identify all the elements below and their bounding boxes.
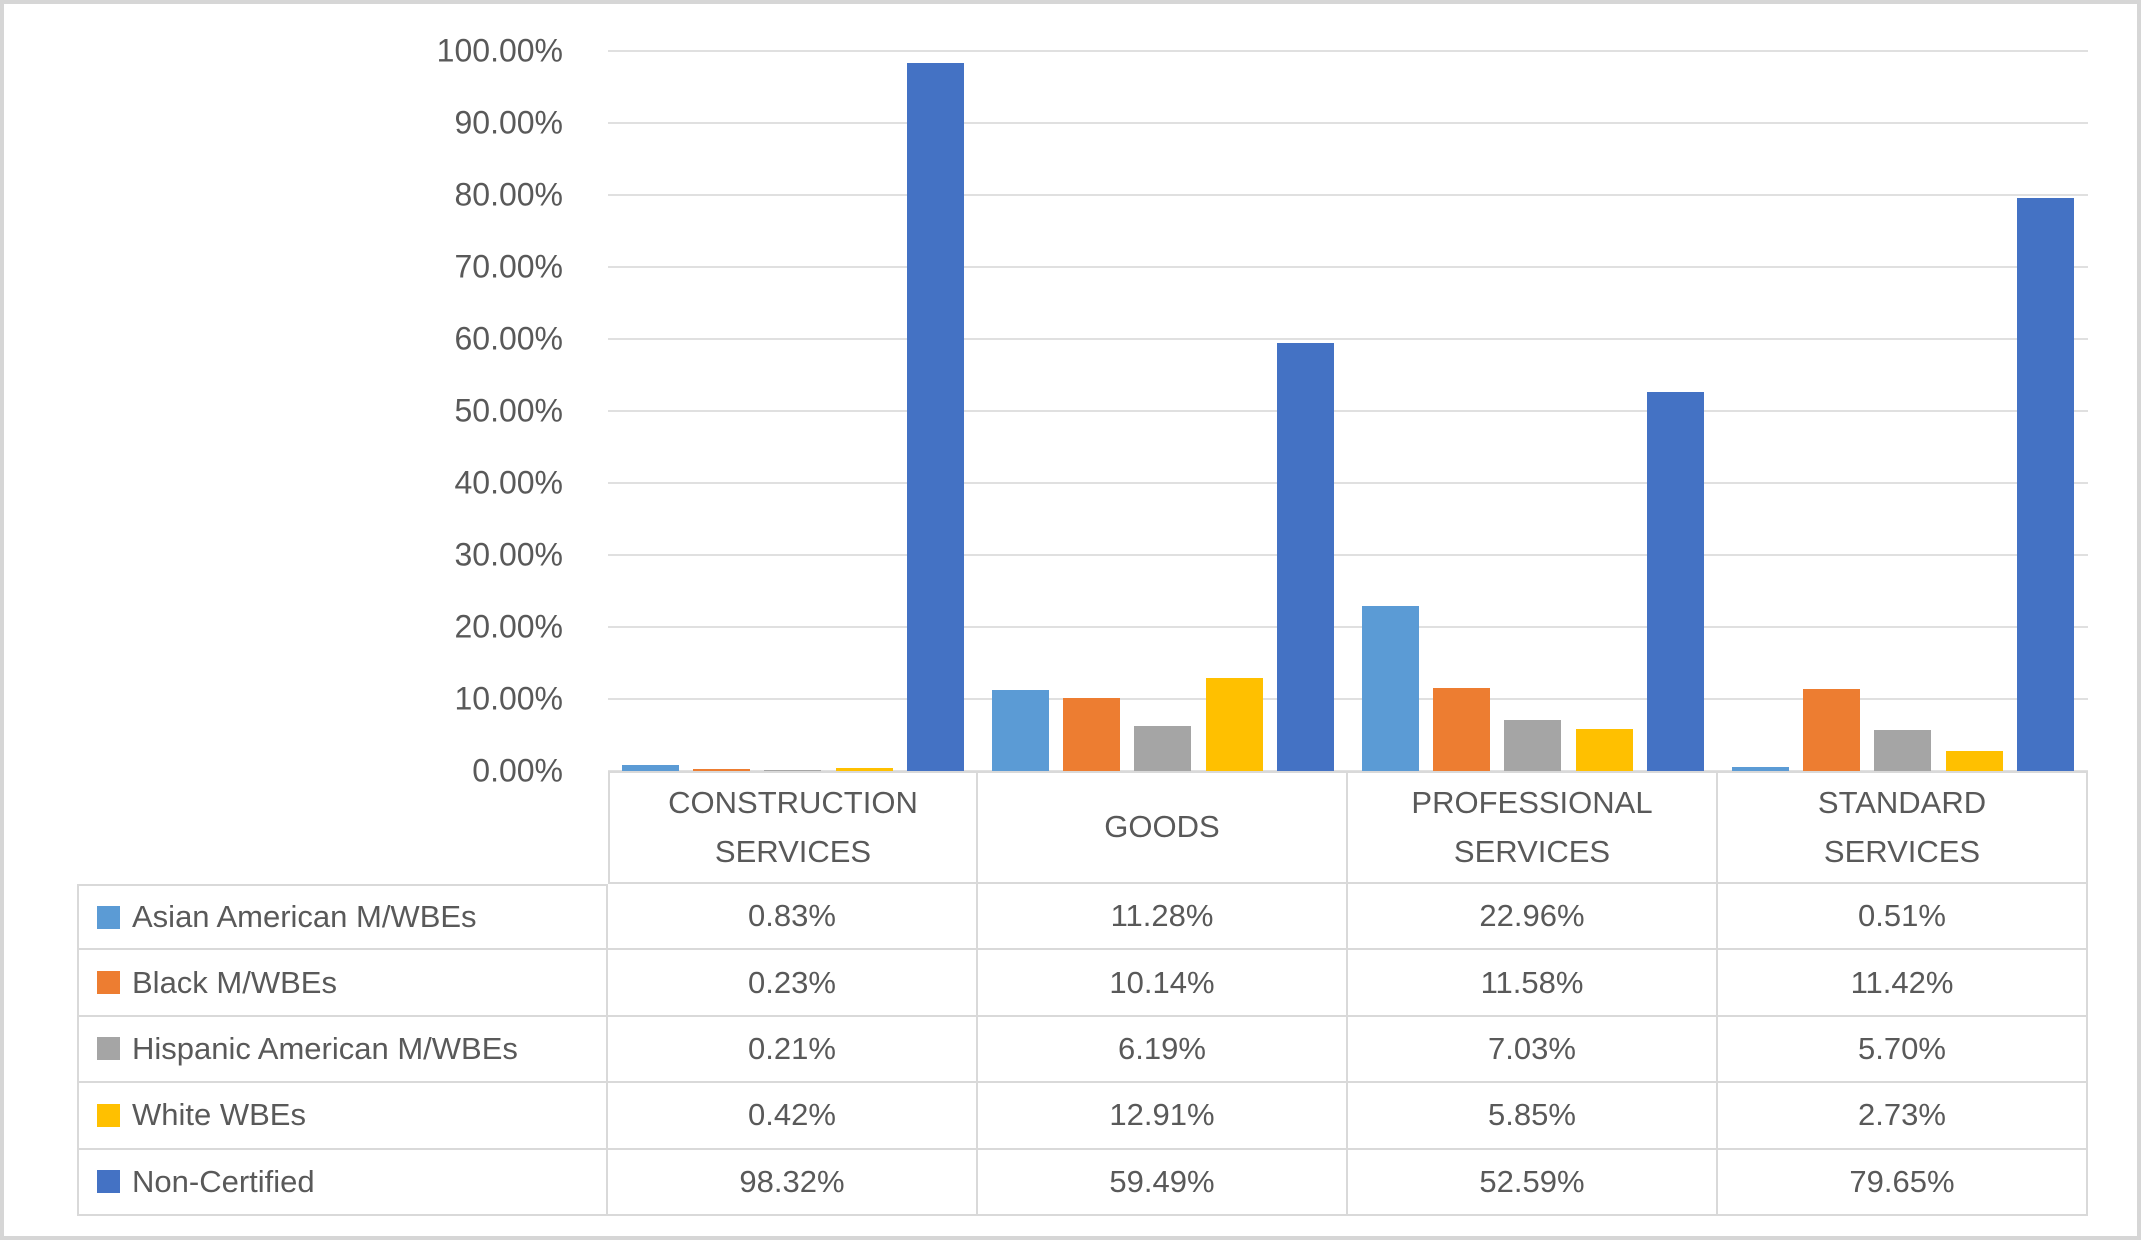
table-value-cell: 7.03% [1348, 1016, 1718, 1084]
gridline [608, 626, 2088, 628]
category-header-cell: STANDARD SERVICES [1718, 771, 2088, 884]
bar-series-0-cat-2 [1362, 605, 1420, 771]
gridline [608, 266, 2088, 268]
y-axis-tick-label: 100.00% [436, 32, 563, 69]
table-value-cell: 0.51% [1718, 884, 2088, 951]
gridline [608, 482, 2088, 484]
y-axis-tick-label: 10.00% [454, 680, 563, 717]
bar-series-2-cat-2 [1504, 720, 1562, 771]
gridline [608, 122, 2088, 124]
table-value-cell: 6.19% [978, 1016, 1348, 1084]
table-value-cell: 98.32% [608, 1149, 978, 1216]
bar-series-4-cat-1 [1276, 342, 1334, 771]
bar-series-4-cat-0 [906, 63, 964, 771]
category-header-cell: GOODS [978, 771, 1348, 884]
legend-color-swatch-icon [97, 1170, 120, 1194]
bar-series-1-cat-1 [1063, 698, 1121, 771]
legend-cell: Black M/WBEs [77, 950, 608, 1017]
y-axis-tick-label: 40.00% [454, 464, 563, 501]
table-value-cell: 10.14% [978, 950, 1348, 1017]
category-group [608, 51, 978, 771]
bar-series-0-cat-1 [992, 689, 1050, 771]
table-value-cell: 2.73% [1718, 1083, 2088, 1150]
bar-series-3-cat-2 [1575, 728, 1633, 771]
bar-series-0-cat-0 [622, 765, 680, 771]
gridline [608, 338, 2088, 340]
table-value-cell: 11.28% [978, 884, 1348, 951]
plot-groups [608, 51, 2088, 771]
bar-series-3-cat-3 [1945, 751, 2003, 771]
gridline [608, 50, 2088, 52]
y-axis-tick-label: 30.00% [454, 536, 563, 573]
legend-cell: White WBEs [77, 1083, 608, 1150]
table-value-cell: 5.85% [1348, 1083, 1718, 1150]
bar-series-2-cat-1 [1134, 726, 1192, 771]
legend-series-label: Non-Certified [132, 1163, 315, 1199]
bar-series-2-cat-0 [764, 769, 822, 771]
table-value-cell: 11.58% [1348, 950, 1718, 1017]
bar-series-2-cat-3 [1874, 729, 1932, 771]
table-value-cell: 52.59% [1348, 1149, 1718, 1216]
gridline [608, 554, 2088, 556]
bar-series-1-cat-3 [1803, 688, 1861, 771]
category-group [978, 51, 1348, 771]
table-value-cell: 79.65% [1718, 1149, 2088, 1216]
legend-color-swatch-icon [97, 1037, 120, 1061]
bar-series-1-cat-2 [1433, 687, 1491, 771]
category-group [1348, 51, 1718, 771]
legend-series-label: Asian American M/WBEs [132, 899, 477, 935]
data-table: CONSTRUCTION SERVICES GOODS PROFESSIONAL S… [77, 771, 2088, 1216]
legend-color-swatch-icon [97, 905, 120, 929]
table-value-cell: 5.70% [1718, 1016, 2088, 1084]
gridline [608, 194, 2088, 196]
legend-series-label: Hispanic American M/WBEs [132, 1030, 518, 1066]
y-axis-tick-label: 50.00% [454, 392, 563, 429]
bar-series-4-cat-2 [1646, 392, 1704, 771]
y-axis-tick-label: 90.00% [454, 104, 563, 141]
legend-color-swatch-icon [97, 971, 120, 995]
table-value-cell: 22.96% [1348, 884, 1718, 951]
bar-series-3-cat-0 [835, 767, 893, 771]
category-header-cell: PROFESSIONAL SERVICES [1348, 771, 1718, 884]
bar-series-3-cat-1 [1205, 678, 1263, 771]
y-axis-tick-label: 80.00% [454, 176, 563, 213]
y-axis-labels: 100.00% 90.00% 80.00% 70.00% 60.00% 50.00% 40.… [0, 33, 563, 789]
plot-area [608, 50, 2088, 772]
table-value-cell: 0.21% [608, 1016, 978, 1084]
table-value-cell: 0.42% [608, 1083, 978, 1150]
table-value-cell: 11.42% [1718, 950, 2088, 1017]
bar-series-4-cat-3 [2016, 197, 2074, 771]
y-axis-tick-label: 70.00% [454, 248, 563, 285]
category-header-cell: CONSTRUCTION SERVICES [608, 771, 978, 884]
gridline [608, 698, 2088, 700]
gridline [608, 410, 2088, 412]
table-corner-cell [77, 771, 608, 884]
legend-cell: Hispanic American M/WBEs [77, 1016, 608, 1084]
legend-color-swatch-icon [97, 1103, 120, 1127]
table-value-cell: 12.91% [978, 1083, 1348, 1150]
y-axis-tick-label: 20.00% [454, 608, 563, 645]
category-group [1718, 51, 2088, 771]
y-axis-tick-label: 0.00% [472, 752, 563, 789]
legend-cell: Asian American M/WBEs [77, 884, 608, 951]
table-value-cell: 0.83% [608, 884, 978, 951]
bar-series-0-cat-3 [1732, 767, 1790, 771]
legend-cell: Non-Certified [77, 1149, 608, 1216]
y-axis-tick-label: 60.00% [454, 320, 563, 357]
legend-series-label: Black M/WBEs [132, 964, 337, 1000]
legend-series-label: White WBEs [132, 1097, 306, 1133]
table-value-cell: 0.23% [608, 950, 978, 1017]
table-value-cell: 59.49% [978, 1149, 1348, 1216]
bar-series-1-cat-0 [693, 769, 751, 771]
